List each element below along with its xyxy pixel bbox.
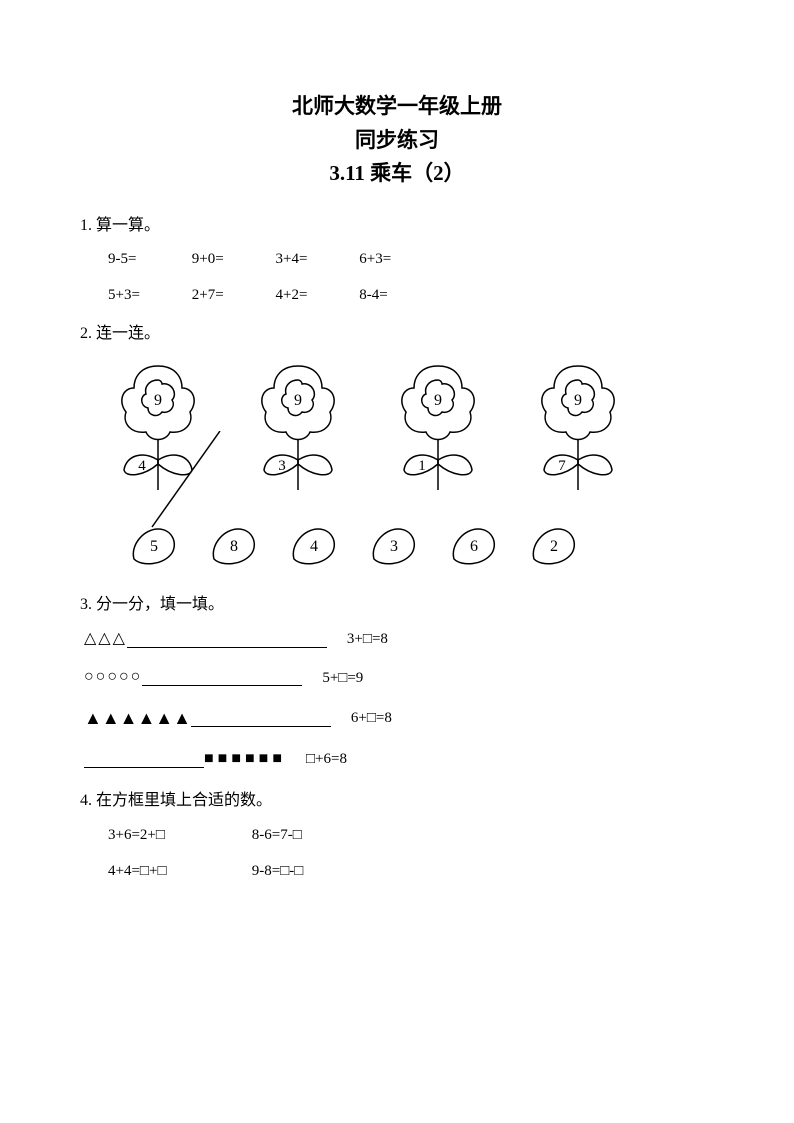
q1-eq: 6+3= — [359, 241, 439, 277]
q1-eq: 9-5= — [108, 241, 188, 277]
svg-text:6: 6 — [470, 538, 478, 555]
flower: 9 4 — [108, 360, 208, 505]
q1-eq: 9+0= — [192, 241, 272, 277]
leaf-icon: 3 — [368, 523, 418, 567]
shape-run: △△△ — [84, 620, 127, 658]
q4-eq: 3+6=2+□ — [108, 817, 248, 853]
q3-eq: □+6=8 — [306, 741, 347, 777]
flowers-row: 9 4 9 3 9 — [108, 360, 668, 505]
question-3-label: 3. 分一分，填一填。 — [80, 590, 714, 620]
title-line-3: 3.11 乘车（2） — [80, 157, 714, 191]
svg-text:9: 9 — [574, 392, 582, 409]
question-2-label: 2. 连一连。 — [80, 319, 714, 349]
blank-line — [84, 751, 204, 768]
q3-eq: 3+□=8 — [347, 621, 388, 657]
question-1-label: 1. 算一算。 — [80, 211, 714, 241]
blank-line — [127, 631, 327, 648]
leaf-icon: 5 — [128, 523, 178, 567]
leaf-option: 5 — [128, 523, 178, 572]
flower-icon: 9 4 — [108, 360, 208, 500]
leaves-row: 5 8 4 3 6 2 — [128, 523, 668, 572]
shape-run: ■■■■■■ — [204, 740, 286, 778]
leaf-option: 3 — [368, 523, 418, 572]
leaf-icon: 6 — [448, 523, 498, 567]
leaf-option: 8 — [208, 523, 258, 572]
svg-text:2: 2 — [550, 538, 558, 555]
flower-icon: 9 7 — [528, 360, 628, 500]
question-4-label: 4. 在方框里填上合适的数。 — [80, 786, 714, 816]
title-line-1: 北师大数学一年级上册 — [80, 90, 714, 124]
q4-eq: 4+4=□+□ — [108, 853, 248, 889]
leaf-icon: 4 — [288, 523, 338, 567]
q3-row: △△△ 3+□=8 — [84, 620, 714, 658]
svg-text:4: 4 — [310, 538, 318, 555]
leaf-option: 2 — [528, 523, 578, 572]
leaf-option: 4 — [288, 523, 338, 572]
svg-text:3: 3 — [278, 458, 286, 474]
q3-eq: 6+□=8 — [351, 700, 392, 736]
question-4-equations: 3+6=2+□ 8-6=7-□ 4+4=□+□ 9-8=□-□ — [108, 817, 714, 889]
flower-icon: 9 3 — [248, 360, 348, 500]
q3-row: ○○○○○ 5+□=9 — [84, 658, 714, 696]
svg-text:7: 7 — [558, 458, 566, 474]
q1-row1: 9-5= 9+0= 3+4= 6+3= — [108, 241, 714, 277]
svg-text:8: 8 — [230, 538, 238, 555]
q3-row: ■■■■■■ □+6=8 — [84, 740, 714, 778]
svg-text:1: 1 — [418, 458, 426, 474]
leaf-icon: 2 — [528, 523, 578, 567]
flower: 9 3 — [248, 360, 348, 505]
flower-icon: 9 1 — [388, 360, 488, 500]
q1-row2: 5+3= 2+7= 4+2= 8-4= — [108, 277, 714, 313]
shape-run: ▲▲▲▲▲▲ — [84, 697, 191, 740]
q3-eq: 5+□=9 — [322, 660, 363, 696]
q3-rows: △△△ 3+□=8 ○○○○○ 5+□=9 ▲▲▲▲▲▲ 6+□=8 ■■■■■… — [84, 620, 714, 778]
svg-text:9: 9 — [154, 392, 162, 409]
q4-row2: 4+4=□+□ 9-8=□-□ — [108, 853, 714, 889]
title-line-2: 同步练习 — [80, 124, 714, 158]
flower: 9 1 — [388, 360, 488, 505]
svg-text:5: 5 — [150, 538, 158, 555]
q4-eq: 9-8=□-□ — [252, 853, 392, 889]
q4-row1: 3+6=2+□ 8-6=7-□ — [108, 817, 714, 853]
svg-text:4: 4 — [138, 458, 146, 474]
worksheet-page: 北师大数学一年级上册 同步练习 3.11 乘车（2） 1. 算一算。 9-5= … — [0, 0, 794, 929]
svg-text:3: 3 — [390, 538, 398, 555]
q1-eq: 8-4= — [359, 277, 439, 313]
q1-eq: 2+7= — [192, 277, 272, 313]
svg-text:9: 9 — [294, 392, 302, 409]
blank-line — [191, 710, 331, 727]
q4-eq: 8-6=7-□ — [252, 817, 392, 853]
question-1-equations: 9-5= 9+0= 3+4= 6+3= 5+3= 2+7= 4+2= 8-4= — [108, 241, 714, 313]
q1-eq: 5+3= — [108, 277, 188, 313]
q3-row: ▲▲▲▲▲▲ 6+□=8 — [84, 697, 714, 740]
shape-run: ○○○○○ — [84, 658, 142, 696]
title-block: 北师大数学一年级上册 同步练习 3.11 乘车（2） — [80, 90, 714, 191]
flower: 9 7 — [528, 360, 628, 505]
blank-line — [142, 669, 302, 686]
q1-eq: 3+4= — [276, 241, 356, 277]
leaf-option: 6 — [448, 523, 498, 572]
q1-eq: 4+2= — [276, 277, 356, 313]
q2-diagram: 9 4 9 3 9 — [108, 360, 668, 572]
svg-text:9: 9 — [434, 392, 442, 409]
leaf-icon: 8 — [208, 523, 258, 567]
